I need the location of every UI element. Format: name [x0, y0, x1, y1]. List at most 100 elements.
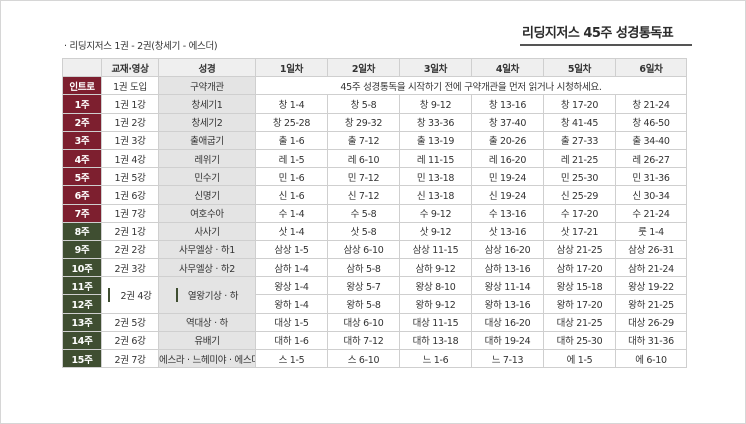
- day6-reading: 수 21-24: [615, 203, 687, 223]
- week-label: 6주: [62, 185, 102, 205]
- day4-reading: 왕하 13-16: [471, 294, 544, 314]
- day4-reading: 레 16-20: [471, 148, 544, 169]
- day1-reading: 출 1-6: [255, 130, 328, 150]
- table-row: 7주 1권 7강 여호수아 수 1-4 수 5-8 수 9-12 수 13-16 수 17-2…: [62, 203, 687, 223]
- header-day5: 5일차: [543, 57, 616, 78]
- header-book: 성경: [158, 57, 256, 78]
- day4-reading: 민 19-24: [471, 167, 544, 187]
- book-cell: 창세기1: [158, 94, 256, 114]
- page-title: 리딩지저스 45주 성경통독표: [522, 26, 674, 41]
- table-row: 12주 왕하 1-4 왕하 5-8 왕하 9-12 왕하 13-16 왕하 17-20 왕하…: [62, 294, 687, 314]
- material-cell: 2권 7강: [101, 348, 159, 369]
- day3-reading: 왕하 9-12: [399, 294, 472, 314]
- day1-reading: 스 1-5: [255, 348, 328, 369]
- material-cell: 1권 2강: [101, 112, 159, 132]
- day5-reading: 삼상 21-25: [543, 239, 616, 260]
- week-label: 12주: [62, 294, 102, 314]
- book-cell: 구약개관: [158, 76, 256, 96]
- day5-reading: 수 17-20: [543, 203, 616, 223]
- material-cell: 2권 4강: [101, 276, 159, 314]
- day3-reading: 출 13-19: [399, 130, 472, 150]
- intro-note: 45주 성경통독을 시작하기 전에 구약개관을 먼저 읽거나 시청하세요.: [255, 76, 687, 96]
- week-label: 1주: [62, 94, 102, 114]
- header-week: [62, 57, 102, 78]
- day5-reading: 창 41-45: [543, 112, 616, 132]
- day4-reading: 대하 19-24: [471, 330, 544, 351]
- book-cell: 사무엘상 · 하1: [158, 239, 256, 260]
- day2-reading: 신 7-12: [327, 185, 400, 205]
- table-header-row: 교재·영상 성경 1일차 2일차 3일차 4일차 5일차 6일차: [62, 57, 687, 78]
- day2-reading: 스 6-10: [327, 348, 400, 369]
- day5-reading: 에 1-5: [543, 348, 616, 369]
- day6-reading: 대하 31-36: [615, 330, 687, 351]
- week-label: 4주: [62, 148, 102, 169]
- material-cell: 2권 5강: [101, 312, 159, 332]
- week-label: 15주: [62, 348, 102, 369]
- week-label: 10주: [62, 258, 102, 278]
- week-label: 13주: [62, 312, 102, 332]
- day3-reading: 민 13-18: [399, 167, 472, 187]
- day3-reading: 신 13-18: [399, 185, 472, 205]
- day4-reading: 삼하 13-16: [471, 258, 544, 278]
- day6-reading: 출 34-40: [615, 130, 687, 150]
- day1-reading: 창 1-4: [255, 94, 328, 114]
- day5-reading: 삼하 17-20: [543, 258, 616, 278]
- day2-reading: 수 5-8: [327, 203, 400, 223]
- material-cell: 2권 2강: [101, 239, 159, 260]
- material-cell: 1권 1강: [101, 94, 159, 114]
- day1-reading: 레 1-5: [255, 148, 328, 169]
- day1-reading: 신 1-6: [255, 185, 328, 205]
- day1-reading: 삼상 1-5: [255, 239, 328, 260]
- header-day6: 6일차: [615, 57, 687, 78]
- table-row: 1주 1권 1강 창세기1 창 1-4 창 5-8 창 9-12 창 13-16 창 17-2…: [62, 94, 687, 114]
- reading-plan-table: 교재·영상 성경 1일차 2일차 3일차 4일차 5일차 6일차 인트로 1권 …: [62, 57, 687, 369]
- day4-reading: 창 37-40: [471, 112, 544, 132]
- day2-reading: 대하 7-12: [327, 330, 400, 351]
- week-label: 3주: [62, 130, 102, 150]
- table-row: 8주 2권 1강 사사기 삿 1-4 삿 5-8 삿 9-12 삿 13-16 삿 17-21…: [62, 221, 687, 241]
- day6-reading: 왕상 19-22: [615, 276, 687, 296]
- week-label: 7주: [62, 203, 102, 223]
- book-cell: 레위기: [158, 148, 256, 169]
- day1-reading: 왕하 1-4: [255, 294, 328, 314]
- material-cell: 2권 1강: [101, 221, 159, 241]
- day1-reading: 수 1-4: [255, 203, 328, 223]
- day5-reading: 대상 21-25: [543, 312, 616, 332]
- book-cell: 신명기: [158, 185, 256, 205]
- day6-reading: 왕하 21-25: [615, 294, 687, 314]
- week-label: 9주: [62, 239, 102, 260]
- day6-reading: 대상 26-29: [615, 312, 687, 332]
- day6-reading: 삼상 26-31: [615, 239, 687, 260]
- day3-reading: 느 1-6: [399, 348, 472, 369]
- day2-reading: 레 6-10: [327, 148, 400, 169]
- table-row-intro: 인트로 1권 도입 구약개관 45주 성경통독을 시작하기 전에 구약개관을 먼…: [62, 76, 687, 96]
- day4-reading: 신 19-24: [471, 185, 544, 205]
- day2-reading: 왕하 5-8: [327, 294, 400, 314]
- header-day4: 4일차: [471, 57, 544, 78]
- day3-reading: 삼상 11-15: [399, 239, 472, 260]
- day2-reading: 삿 5-8: [327, 221, 400, 241]
- material-cell-text: 2권 4강: [108, 287, 152, 302]
- day1-reading: 대상 1-5: [255, 312, 328, 332]
- day4-reading: 느 7-13: [471, 348, 544, 369]
- table-row: 14주 2권 6강 유배기 대하 1-6 대하 7-12 대하 13-18 대하 19-24…: [62, 330, 687, 351]
- day3-reading: 창 33-36: [399, 112, 472, 132]
- day3-reading: 왕상 8-10: [399, 276, 472, 296]
- day1-reading: 왕상 1-4: [255, 276, 328, 296]
- book-cell: 창세기2: [158, 112, 256, 132]
- book-cell: 사무엘상 · 하2: [158, 258, 256, 278]
- material-cell: 1권 도입: [101, 76, 159, 96]
- day2-reading: 삼상 6-10: [327, 239, 400, 260]
- book-cell: 여호수아: [158, 203, 256, 223]
- day2-reading: 왕상 5-7: [327, 276, 400, 296]
- header-day2: 2일차: [327, 57, 400, 78]
- table-row: 3주 1권 3강 출애굽기 출 1-6 출 7-12 출 13-19 출 20-26 출 27…: [62, 130, 687, 150]
- book-cell-text: 열왕기상 · 하: [175, 287, 238, 302]
- day3-reading: 삼하 9-12: [399, 258, 472, 278]
- table-row: 11주 2권 4강 열왕기상 · 하 왕상 1-4 왕상 5-7 왕상 8-10 왕상 11…: [62, 276, 687, 314]
- day6-reading: 룻 1-4: [615, 221, 687, 241]
- book-cell: 사사기: [158, 221, 256, 241]
- day1-reading: 삿 1-4: [255, 221, 328, 241]
- book-cell: 에스라 · 느헤미야 · 에스더: [158, 348, 256, 369]
- book-cell: 민수기: [158, 167, 256, 187]
